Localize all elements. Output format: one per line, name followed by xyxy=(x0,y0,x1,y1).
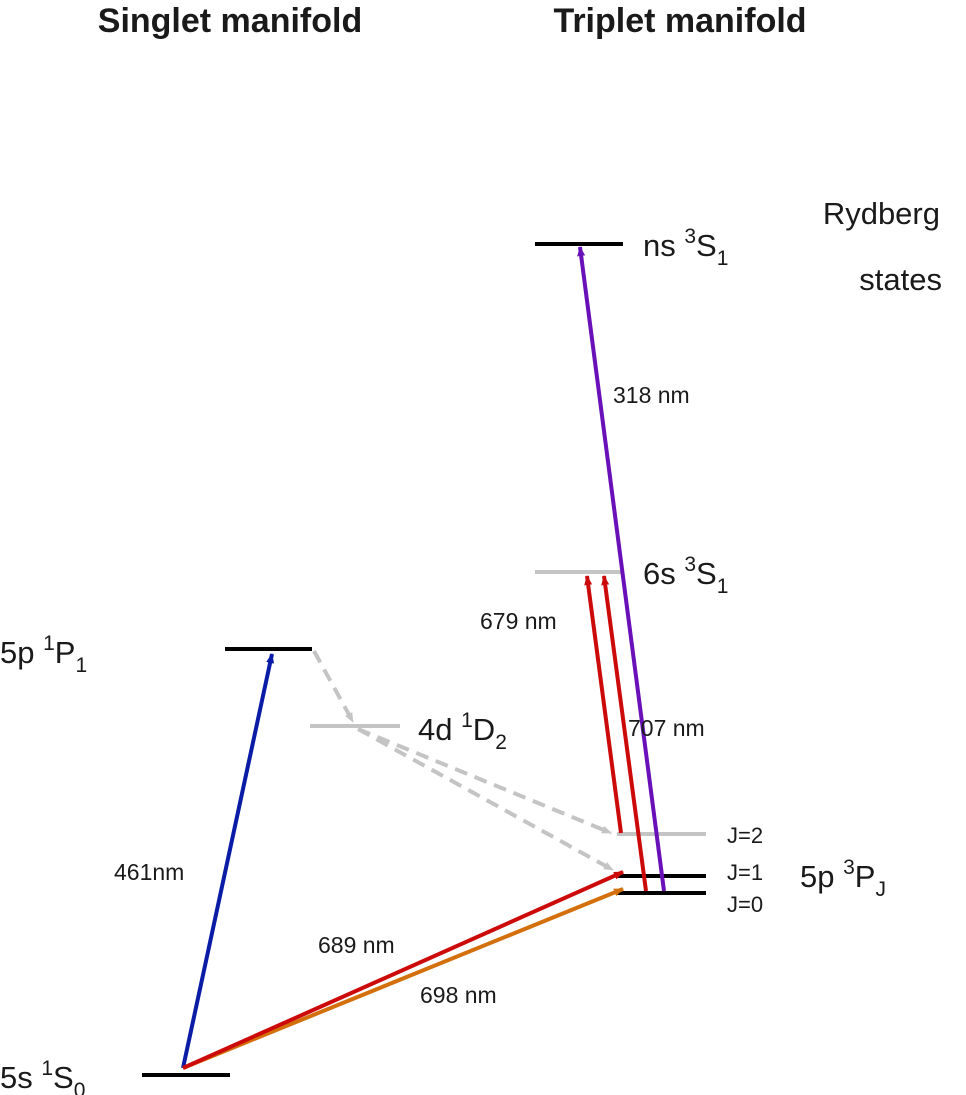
wavelength-label-689nm: 689 nm xyxy=(318,932,395,958)
wavelength-label-707nm: 707 nm xyxy=(628,715,705,741)
wavelength-label-679nm: 679 nm xyxy=(480,608,557,634)
wavelength-label-461nm: 461nm xyxy=(114,859,184,885)
sublevel-label-j2: J=2 xyxy=(727,823,763,848)
singlet-manifold-heading: Singlet manifold xyxy=(98,2,362,40)
decay-arrow-1D2-to-3P2 xyxy=(357,727,612,835)
arrow-698nm xyxy=(182,887,624,1070)
label-5p-3PJ: 5p 3PJ xyxy=(800,856,886,901)
triplet-manifold-heading: Triplet manifold xyxy=(553,2,806,40)
label-5s-1S0: 5s 1S0 xyxy=(0,1057,85,1095)
decay-arrow-1P1-to-1D2 xyxy=(312,650,355,723)
rydberg-caption-line1: Rydberg xyxy=(823,196,940,231)
label-ns-3S1: ns 3S1 xyxy=(643,225,728,270)
arrow-461nm xyxy=(181,653,275,1069)
decay-arrow-1D2-to-3P1 xyxy=(357,727,614,872)
arrow-689nm xyxy=(182,870,624,1070)
arrow-679nm xyxy=(584,575,623,834)
wavelength-label-318nm: 318 nm xyxy=(613,382,690,408)
sublevel-label-j0: J=0 xyxy=(727,892,763,917)
wavelength-label-698nm: 698 nm xyxy=(420,982,497,1008)
rydberg-caption-line2: states xyxy=(859,262,942,297)
arrow-318nm xyxy=(577,246,666,892)
label-4d-1D2: 4d 1D2 xyxy=(418,709,507,754)
arrow-707nm xyxy=(601,575,648,892)
label-5p-1P1: 5p 1P1 xyxy=(0,632,87,677)
label-6s-3S1: 6s 3S1 xyxy=(643,553,728,598)
sublevel-label-j1: J=1 xyxy=(727,860,763,885)
